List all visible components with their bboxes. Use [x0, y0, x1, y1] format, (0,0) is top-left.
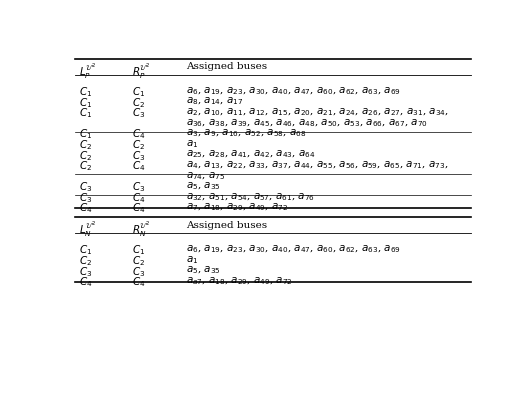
- Text: $C_3$: $C_3$: [79, 191, 92, 205]
- Text: $R_P^{\mathcal{U}^2}$: $R_P^{\mathcal{U}^2}$: [132, 62, 151, 81]
- Text: $C_1$: $C_1$: [79, 96, 92, 110]
- Text: $C_3$: $C_3$: [132, 106, 146, 120]
- Text: $a_7$, $a_{18}$, $a_{29}$, $a_{49}$, $a_{72}$: $a_7$, $a_{18}$, $a_{29}$, $a_{49}$, $a_…: [186, 202, 288, 213]
- Text: $C_1$: $C_1$: [79, 106, 92, 120]
- Text: $a_1$: $a_1$: [186, 254, 198, 266]
- Text: $C_4$: $C_4$: [79, 202, 92, 216]
- Text: $C_1$: $C_1$: [79, 243, 92, 257]
- Text: $C_4$: $C_4$: [132, 202, 146, 216]
- Text: $a_{a7}$, $a_{18}$, $a_{29}$, $a_{49}$, $a_{72}$: $a_{a7}$, $a_{18}$, $a_{29}$, $a_{49}$, …: [186, 275, 293, 287]
- Text: $a_3$, $a_9$, $a_{16}$, $a_{52}$, $a_{58}$, $a_{68}$: $a_3$, $a_9$, $a_{16}$, $a_{52}$, $a_{58…: [186, 128, 306, 139]
- Text: $a_5$, $\boldsymbol{a_{35}}$: $a_5$, $\boldsymbol{a_{35}}$: [186, 180, 221, 192]
- Text: $C_2$: $C_2$: [79, 160, 92, 173]
- Text: $L_N^{\mathcal{U}^2}$: $L_N^{\mathcal{U}^2}$: [79, 220, 96, 239]
- Text: $a_{25}$, $a_{28}$, $\boldsymbol{a_{41}}$, $a_{42}$, $\boldsymbol{a_{43}}$, $\bo: $a_{25}$, $a_{28}$, $\boldsymbol{a_{41}}…: [186, 149, 315, 160]
- Text: $C_1$: $C_1$: [79, 128, 92, 142]
- Text: $a_6$, $\boldsymbol{a_{19}}$, $a_{23}$, $\boldsymbol{a_{30}}$, $a_{40}$, $\bolds: $a_6$, $\boldsymbol{a_{19}}$, $a_{23}$, …: [186, 243, 401, 255]
- Text: $a_{74}$, $a_{75}$: $a_{74}$, $a_{75}$: [186, 170, 226, 182]
- Text: $C_3$: $C_3$: [132, 149, 146, 162]
- Text: $C_3$: $C_3$: [79, 265, 92, 279]
- Text: $C_4$: $C_4$: [132, 160, 146, 173]
- Text: $a_1$: $a_1$: [186, 138, 198, 150]
- Text: $a_4$, $a_{13}$, $a_{22}$, $a_{33}$, $a_{37}$, $a_{44}$, $a_{55}$, $a_{56}$, $a_: $a_4$, $a_{13}$, $a_{22}$, $a_{33}$, $a_…: [186, 160, 448, 171]
- Text: $C_2$: $C_2$: [132, 254, 146, 268]
- Text: $C_4$: $C_4$: [79, 275, 92, 289]
- Text: $C_3$: $C_3$: [132, 180, 146, 194]
- Text: $C_2$: $C_2$: [79, 149, 92, 162]
- Text: $R_N^{\mathcal{U}^2}$: $R_N^{\mathcal{U}^2}$: [132, 220, 151, 239]
- Text: $a_5$, $\boldsymbol{a_{35}}$: $a_5$, $\boldsymbol{a_{35}}$: [186, 265, 221, 276]
- Text: $L_P^{\mathcal{U}^2}$: $L_P^{\mathcal{U}^2}$: [79, 62, 96, 81]
- Text: $C_2$: $C_2$: [132, 138, 146, 152]
- Text: $C_1$: $C_1$: [79, 85, 92, 99]
- Text: $a_2$, $a_{10}$, $\boldsymbol{a_{11}}$, $a_{12}$, $\boldsymbol{a_{15}}$, $\bolds: $a_2$, $a_{10}$, $\boldsymbol{a_{11}}$, …: [186, 106, 449, 118]
- Text: $a_{36}$, $a_{38}$, $a_{39}$, $a_{45}$, $a_{46}$, $a_{48}$, $a_{50}$, $a_{53}$, : $a_{36}$, $a_{38}$, $a_{39}$, $a_{45}$, …: [186, 117, 428, 128]
- Text: $C_2$: $C_2$: [79, 254, 92, 268]
- Text: $C_4$: $C_4$: [132, 275, 146, 289]
- Text: $C_4$: $C_4$: [132, 191, 146, 205]
- Text: $C_1$: $C_1$: [132, 85, 146, 99]
- Text: $a_6$, $\boldsymbol{a_{19}}$, $a_{23}$, $\boldsymbol{a_{30}}$, $a_{40}$, $\bolds: $a_6$, $\boldsymbol{a_{19}}$, $a_{23}$, …: [186, 85, 401, 97]
- Text: $a_{32}$, $a_{51}$, $a_{54}$, $a_{57}$, $a_{61}$, $a_{76}$: $a_{32}$, $a_{51}$, $a_{54}$, $a_{57}$, …: [186, 191, 315, 203]
- Text: Assigned buses: Assigned buses: [186, 220, 267, 229]
- Text: $C_1$: $C_1$: [132, 243, 146, 257]
- Text: $C_2$: $C_2$: [132, 96, 146, 110]
- Text: $C_2$: $C_2$: [79, 138, 92, 152]
- Text: $C_4$: $C_4$: [132, 128, 146, 142]
- Text: Assigned buses: Assigned buses: [186, 62, 267, 71]
- Text: $C_3$: $C_3$: [132, 265, 146, 279]
- Text: $a_8$, $a_{14}$, $a_{17}$: $a_8$, $a_{14}$, $a_{17}$: [186, 96, 244, 108]
- Text: $C_3$: $C_3$: [79, 180, 92, 194]
